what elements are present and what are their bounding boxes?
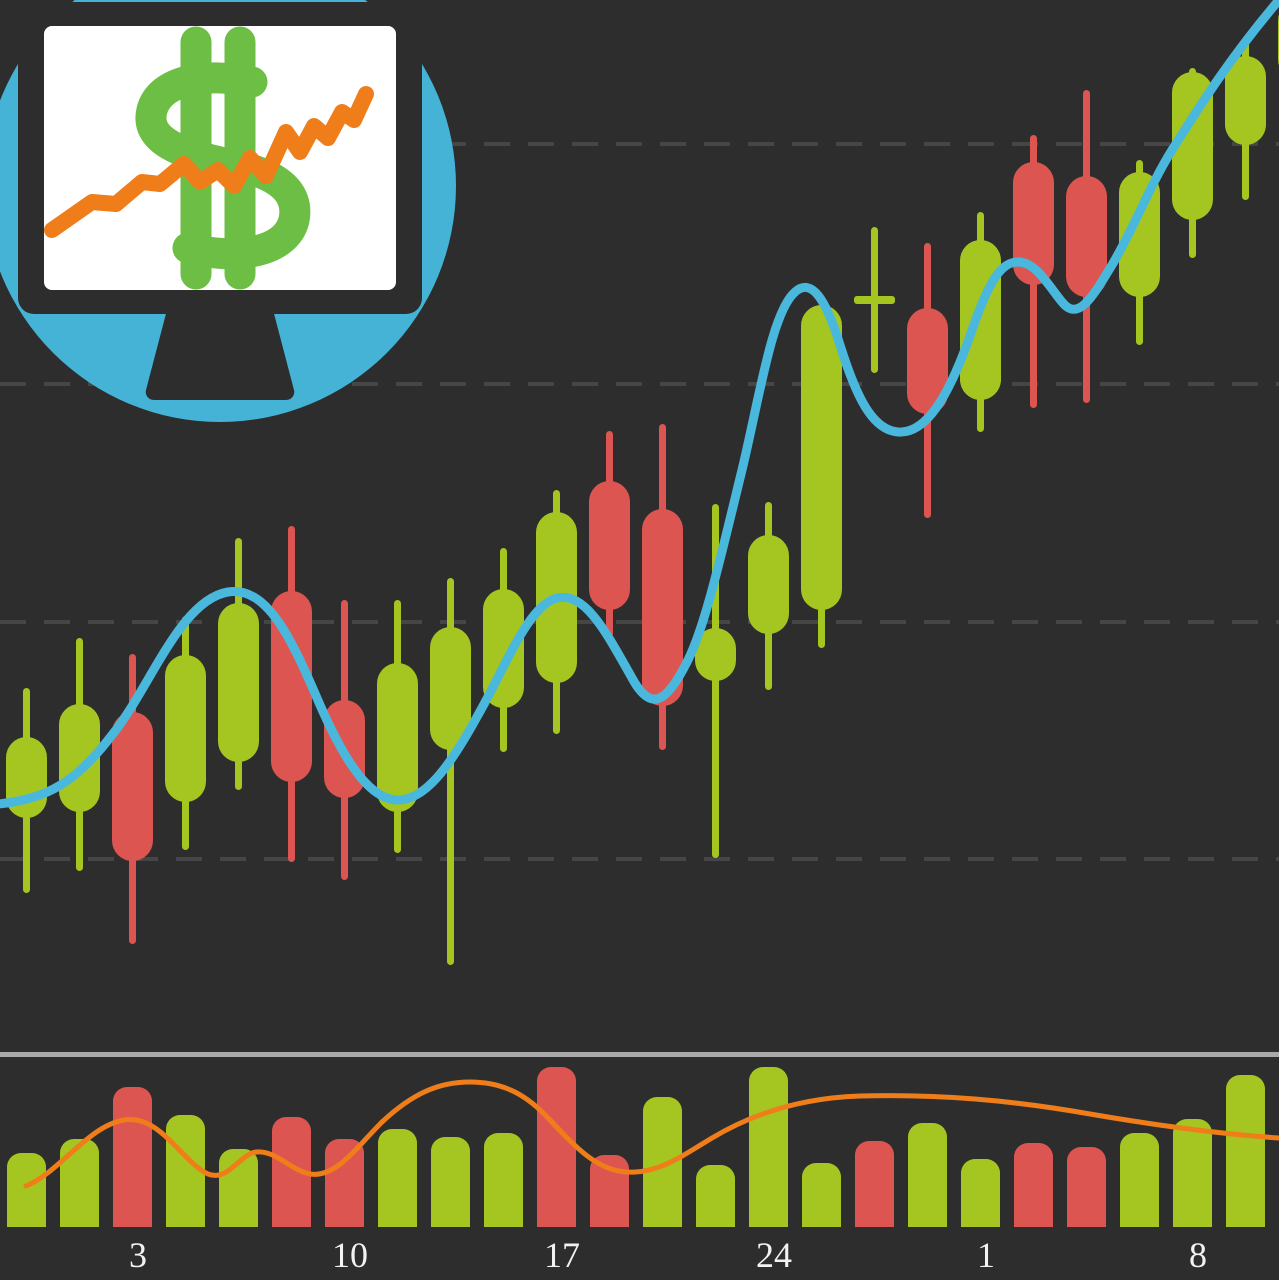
- candlestick[interactable]: [748, 0, 789, 1052]
- x-axis: 3 10 17 24 1 8: [0, 1227, 1279, 1280]
- volume-bar[interactable]: [1173, 1119, 1212, 1227]
- monitor-badge: [0, 0, 544, 466]
- volume-bar[interactable]: [908, 1123, 947, 1227]
- volume-bar[interactable]: [537, 1067, 576, 1227]
- candle-wick: [447, 578, 454, 965]
- gridline-0: [0, 142, 1279, 146]
- volume-bar[interactable]: [113, 1087, 152, 1227]
- x-axis-tick-17: 17: [544, 1235, 580, 1275]
- candlestick[interactable]: [430, 0, 471, 1052]
- candlestick[interactable]: [271, 0, 312, 1052]
- candlestick[interactable]: [112, 0, 153, 1052]
- candle-wick: [712, 504, 719, 858]
- volume-bar[interactable]: [1014, 1143, 1053, 1227]
- price-panel: [0, 0, 1279, 1052]
- candle-body: [430, 627, 471, 750]
- volume-bar[interactable]: [696, 1165, 735, 1227]
- panel-separator: [0, 1052, 1279, 1057]
- volume-bar[interactable]: [325, 1139, 364, 1227]
- volume-bar[interactable]: [1226, 1075, 1265, 1227]
- gridline-2: [0, 620, 1279, 624]
- candle-body: [854, 296, 895, 304]
- candle-body: [960, 240, 1001, 400]
- volume-bar[interactable]: [7, 1153, 46, 1227]
- monitor-with-dollar-icon: [0, 0, 456, 422]
- volume-bar[interactable]: [1067, 1147, 1106, 1227]
- candlestick[interactable]: [218, 0, 259, 1052]
- candle-body: [377, 663, 418, 812]
- candlestick[interactable]: [801, 0, 842, 1052]
- candle-body: [801, 305, 842, 610]
- rising-trend-line-icon: [44, 86, 374, 238]
- candle-body: [1225, 56, 1266, 145]
- candlestick[interactable]: [165, 0, 206, 1052]
- candle-body: [589, 481, 630, 610]
- x-axis-tick-10: 10: [332, 1235, 368, 1275]
- x-axis-tick-3: 3: [129, 1235, 147, 1275]
- candle-body: [112, 712, 153, 861]
- candle-body: [165, 655, 206, 802]
- volume-trend-line: [23, 1079, 1279, 1189]
- candlestick[interactable]: [960, 0, 1001, 1052]
- gridline-3: [0, 857, 1279, 861]
- volume-bar[interactable]: [961, 1159, 1000, 1227]
- x-axis-tick-8: 8: [1189, 1235, 1207, 1275]
- moving-average-line: [0, 0, 1279, 809]
- x-axis-tick-1: 1: [977, 1235, 995, 1275]
- volume-bar[interactable]: [378, 1129, 417, 1227]
- x-axis-tick-24: 24: [756, 1235, 792, 1275]
- volume-bar[interactable]: [802, 1163, 841, 1227]
- candlestick[interactable]: [1225, 0, 1266, 1052]
- volume-bar[interactable]: [431, 1137, 470, 1227]
- volume-bar[interactable]: [855, 1141, 894, 1227]
- candlestick[interactable]: [59, 0, 100, 1052]
- monitor-stand-icon: [145, 306, 295, 401]
- candlestick[interactable]: [377, 0, 418, 1052]
- gridline-1: [0, 382, 1279, 386]
- candle-body: [218, 603, 259, 762]
- volume-bar[interactable]: [484, 1133, 523, 1227]
- candlestick[interactable]: [854, 0, 895, 1052]
- candlestick[interactable]: [589, 0, 630, 1052]
- candle-body: [748, 535, 789, 634]
- volume-bar[interactable]: [1120, 1133, 1159, 1227]
- volume-bar[interactable]: [749, 1067, 788, 1227]
- volume-panel: 3 10 17 24 1 8: [0, 1052, 1279, 1280]
